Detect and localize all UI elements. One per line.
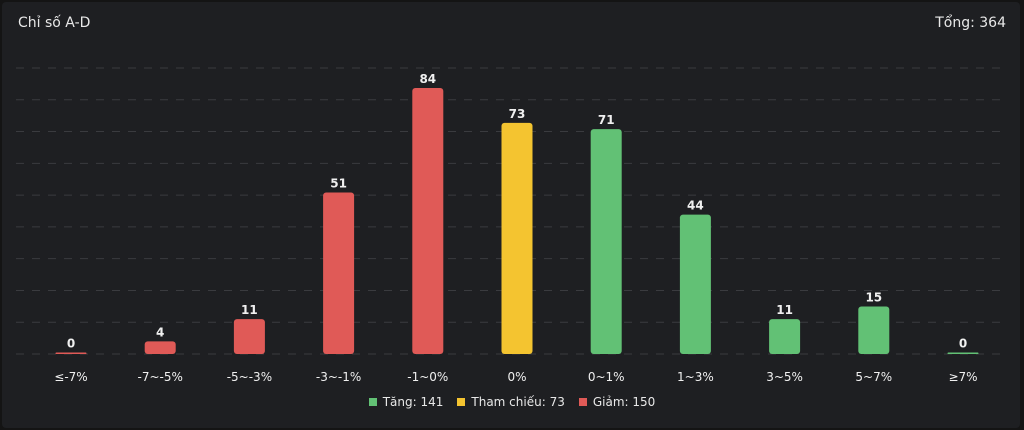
bar-5[interactable] — [501, 122, 533, 354]
chart-title: Chỉ số A-D — [18, 15, 91, 31]
chart-legend: Tăng: 141 Tham chiếu: 73 Giảm: 150 — [0, 395, 1024, 409]
legend-swatch-reference — [457, 398, 466, 406]
bar-8[interactable] — [769, 319, 801, 354]
data-label-0: 0 — [67, 337, 75, 351]
data-label-3: 51 — [330, 177, 347, 191]
x-tick-label-4: -1~0% — [407, 370, 448, 384]
x-tick-label-1: -7~-5% — [138, 370, 183, 384]
legend-swatch-up — [368, 398, 377, 406]
x-tick-label-3: -3~-1% — [316, 370, 361, 384]
bar-7[interactable] — [679, 214, 711, 354]
data-label-7: 44 — [687, 199, 704, 213]
bar-10[interactable] — [947, 352, 979, 355]
bar-0[interactable] — [55, 352, 87, 355]
data-label-6: 71 — [598, 113, 615, 127]
bar-4[interactable] — [412, 88, 444, 354]
x-tick-label-9: 5~7% — [855, 370, 892, 384]
legend-label-reference: Tham chiếu: 73 — [471, 395, 565, 409]
bar-1[interactable] — [144, 341, 176, 354]
data-label-5: 73 — [509, 107, 526, 121]
x-tick-label-6: 0~1% — [588, 370, 625, 384]
legend-item-down[interactable]: Giảm: 150 — [578, 395, 656, 409]
total-count: Tổng: 364 — [935, 15, 1006, 31]
data-label-4: 84 — [419, 72, 436, 86]
x-tick-label-0: ≤-7% — [54, 370, 87, 384]
x-tick-label-10: ≥7% — [948, 370, 977, 384]
data-label-2: 11 — [241, 303, 258, 317]
legend-item-up[interactable]: Tăng: 141 — [368, 395, 444, 409]
bar-9[interactable] — [858, 306, 890, 355]
data-label-1: 4 — [156, 325, 164, 339]
bar-2[interactable] — [233, 319, 265, 354]
data-label-10: 0 — [959, 337, 967, 351]
x-tick-label-8: 3~5% — [766, 370, 803, 384]
legend-label-down: Giảm: 150 — [592, 395, 656, 409]
legend-item-reference[interactable]: Tham chiếu: 73 — [457, 395, 565, 409]
x-tick-label-7: 1~3% — [677, 370, 714, 384]
data-label-8: 11 — [776, 303, 793, 317]
legend-swatch-down — [578, 398, 587, 406]
x-tick-label-5: 0% — [507, 370, 526, 384]
legend-label-up: Tăng: 141 — [382, 395, 444, 409]
bar-6[interactable] — [590, 129, 622, 354]
bar-3[interactable] — [323, 192, 355, 355]
data-label-9: 15 — [865, 291, 882, 305]
x-tick-label-2: -5~-3% — [227, 370, 272, 384]
